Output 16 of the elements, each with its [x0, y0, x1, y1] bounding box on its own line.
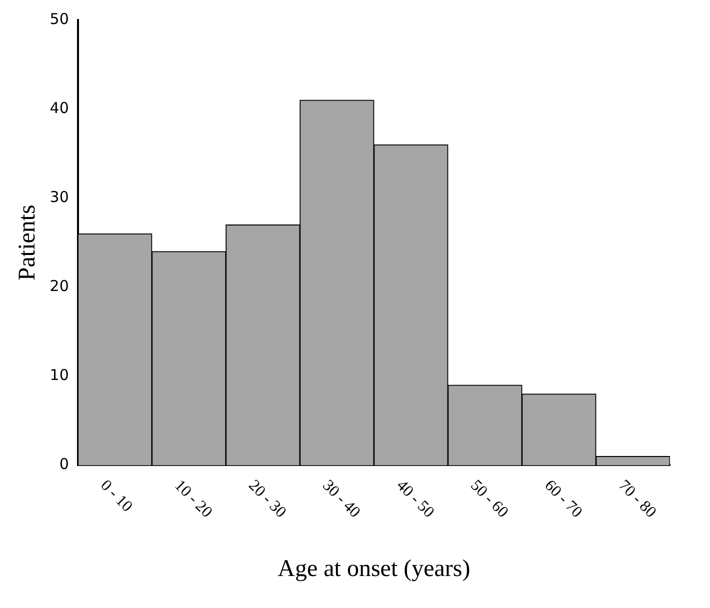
x-tick-label: 70 - 80	[615, 476, 660, 522]
y-tick-label: 20	[50, 277, 69, 296]
y-axis-title: Patients	[14, 204, 41, 281]
x-tick-label: 60 - 70	[541, 476, 586, 522]
y-tick-label: 0	[59, 455, 69, 474]
y-tick-label: 40	[50, 98, 69, 117]
x-tick-label: 20 - 30	[245, 476, 290, 522]
x-tick-label: 30 - 40	[319, 476, 364, 522]
y-tick-label: 10	[50, 366, 69, 384]
x-tick-label: 40 - 50	[393, 476, 438, 522]
x-tick-label: 10 - 20	[171, 476, 216, 522]
y-tick-label: 50	[50, 10, 69, 28]
y-tick-label: 30	[50, 188, 69, 206]
x-tick-label: 0 - 10	[97, 476, 136, 516]
x-axis-title: Age at onset (years)	[278, 556, 470, 582]
x-tick-label: 50 - 60	[467, 476, 512, 522]
